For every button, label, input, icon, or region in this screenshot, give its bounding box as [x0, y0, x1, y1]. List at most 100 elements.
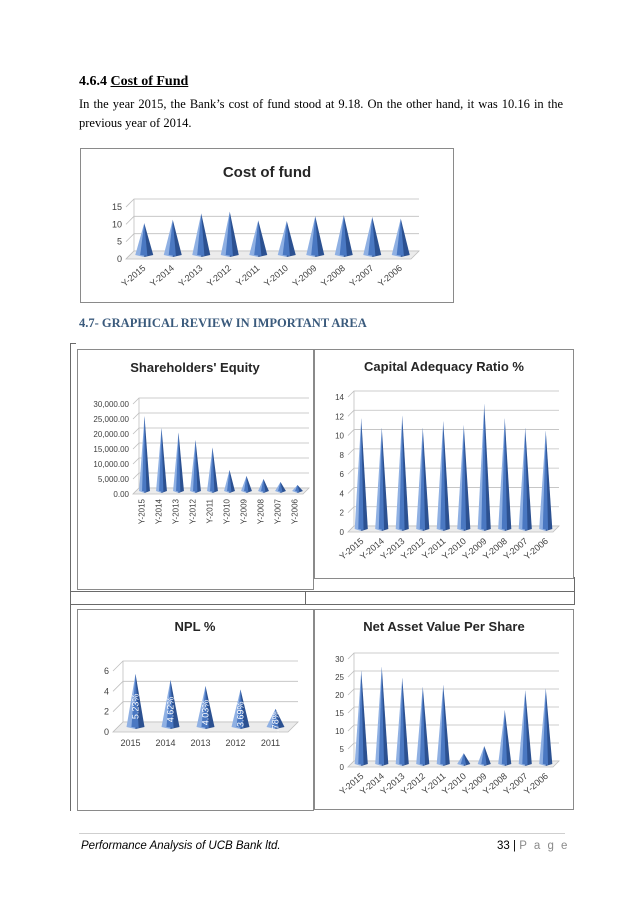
footer-title: Performance Analysis of UCB Bank ltd. [81, 840, 281, 852]
page-word: P a g e [519, 840, 570, 852]
gridline [347, 688, 559, 696]
frame-left-line [70, 343, 71, 811]
x-tick-label: Y-2013 [177, 263, 205, 289]
frame-divider-right [574, 577, 575, 605]
gridline [347, 429, 559, 436]
y-tick-label: 20,000.00 [93, 430, 129, 439]
data-label: 1.78% [271, 711, 281, 737]
x-tick-label: Y-2011 [234, 263, 262, 288]
y-tick-label: 15 [112, 202, 122, 212]
x-tick-label: Y-2009 [240, 498, 249, 524]
y-tick-label: 4 [340, 489, 345, 498]
net-asset-value-chart: Net Asset Value Per Share051015202530Y-2… [335, 619, 560, 797]
y-tick-label: 15 [335, 709, 344, 718]
bar-front-face [419, 686, 426, 765]
x-tick-label: Y-2013 [172, 498, 181, 524]
cost-chart-box: Cost of fund 0 5 10 15 Y-2015 Y-2014 Y-2013 Y-20… [80, 148, 454, 303]
frame-divider-top [70, 591, 575, 592]
chart-title: Cost of fund [223, 164, 311, 181]
page-number: 33 [497, 840, 510, 852]
gridline [132, 412, 309, 420]
shareholders-equity-chart: Shareholders' Equity 0.00 5,000.00 10,000.0… [93, 360, 310, 524]
bar-front-face [460, 753, 467, 765]
bar-front-face [378, 666, 385, 765]
y-tick-label: 30 [335, 655, 344, 664]
bar-front-face [197, 213, 205, 256]
y-tick-label: 8 [340, 451, 345, 460]
bar-front-face [168, 219, 176, 256]
x-tick-label: 2015 [120, 738, 140, 748]
capital-adequacy-chart: Capital Adequacy Ratio %02468101214Y-201… [335, 359, 560, 562]
data-label: 4.03% [201, 700, 211, 726]
x-tick-label: Y-2009 [291, 263, 319, 289]
bar-front-face [440, 684, 446, 765]
y-tick-label: 2 [104, 707, 109, 717]
gridline [347, 652, 559, 660]
y-tick-label: 14 [335, 393, 344, 402]
y-tick-label: 10,000.00 [93, 460, 129, 469]
gridline [132, 442, 309, 450]
bar-front-face [271, 708, 279, 728]
section-number: 4.6.4 [79, 74, 107, 89]
chart-title: NPL % [175, 619, 216, 634]
y-tick-label: 10 [112, 219, 122, 229]
x-tick-label: 2013 [190, 738, 210, 748]
gridline [112, 660, 298, 672]
bar-front-face [142, 416, 147, 492]
bar-front-face [311, 216, 319, 256]
x-tick-label: Y-2008 [319, 263, 347, 289]
bar-front-face [542, 430, 549, 530]
bar-front-face [481, 403, 487, 530]
bar-front-face [282, 221, 290, 256]
chart-title: Shareholders' Equity [130, 360, 260, 375]
y-tick-label: 30,000.00 [93, 400, 129, 409]
frame-divider-bottom [70, 604, 575, 605]
x-tick-label: 2012 [225, 738, 245, 748]
gridline [125, 198, 419, 208]
page-separator: | [513, 840, 516, 852]
bar-front-face [131, 673, 139, 728]
y-tick-label: 25,000.00 [93, 415, 129, 424]
bar-front-face [295, 485, 300, 492]
y-tick-label: 5,000.00 [98, 475, 130, 484]
bar-front-face [522, 690, 528, 765]
y-tick-label: 6 [340, 470, 345, 479]
bar-front-face [140, 223, 148, 256]
y-tick-label: 0 [117, 254, 122, 264]
footer-page: 33 | P a g e [497, 840, 569, 852]
bar-front-face [176, 432, 181, 492]
bar-front-face [227, 470, 232, 492]
y-tick-label: 12 [335, 412, 344, 421]
x-tick-label: Y-2007 [348, 263, 376, 289]
frame-divider-mid [305, 591, 306, 605]
equity-chart-box: Shareholders' Equity 0.00 5,000.00 10,000.0… [77, 349, 314, 590]
data-label: 3.69% [236, 701, 246, 727]
nav-chart-box: Net Asset Value Per Share 0 5 10 15 20 25 30 Y-2… [314, 609, 574, 810]
bar-front-face [501, 418, 508, 530]
gridline [125, 215, 419, 225]
bar-front-face [159, 428, 164, 492]
y-tick-label: 10 [335, 727, 344, 736]
bar-front-face [261, 479, 266, 492]
bar-front-face [278, 482, 283, 492]
bar-front-face [201, 686, 209, 728]
bar-front-face [368, 216, 376, 256]
bar-front-face [399, 415, 405, 530]
y-tick-label: 25 [335, 673, 344, 682]
x-tick-label: Y-2012 [205, 263, 233, 289]
bar-front-face [236, 689, 244, 728]
x-tick-label: Y-2014 [148, 263, 176, 289]
gridline [347, 448, 559, 456]
x-tick-label: Y-2015 [120, 263, 148, 289]
subheading: 4.7- GRAPHICAL REVIEW IN IMPORTANT AREA [79, 316, 367, 330]
bar-front-face [399, 677, 405, 765]
chart-title: Net Asset Value Per Share [363, 619, 524, 634]
bar-front-face [210, 447, 215, 492]
x-tick-label: Y-2010 [223, 498, 232, 524]
npl-chart-box: NPL % 0 2 4 6 5.23% 2015 4.62% 2014 4.03% 2013 3.69… [77, 609, 314, 811]
y-tick-label: 0 [104, 727, 109, 737]
y-tick-label: 2 [340, 509, 345, 518]
x-tick-label: Y-2014 [155, 498, 164, 524]
y-tick-label: 6 [104, 666, 109, 676]
